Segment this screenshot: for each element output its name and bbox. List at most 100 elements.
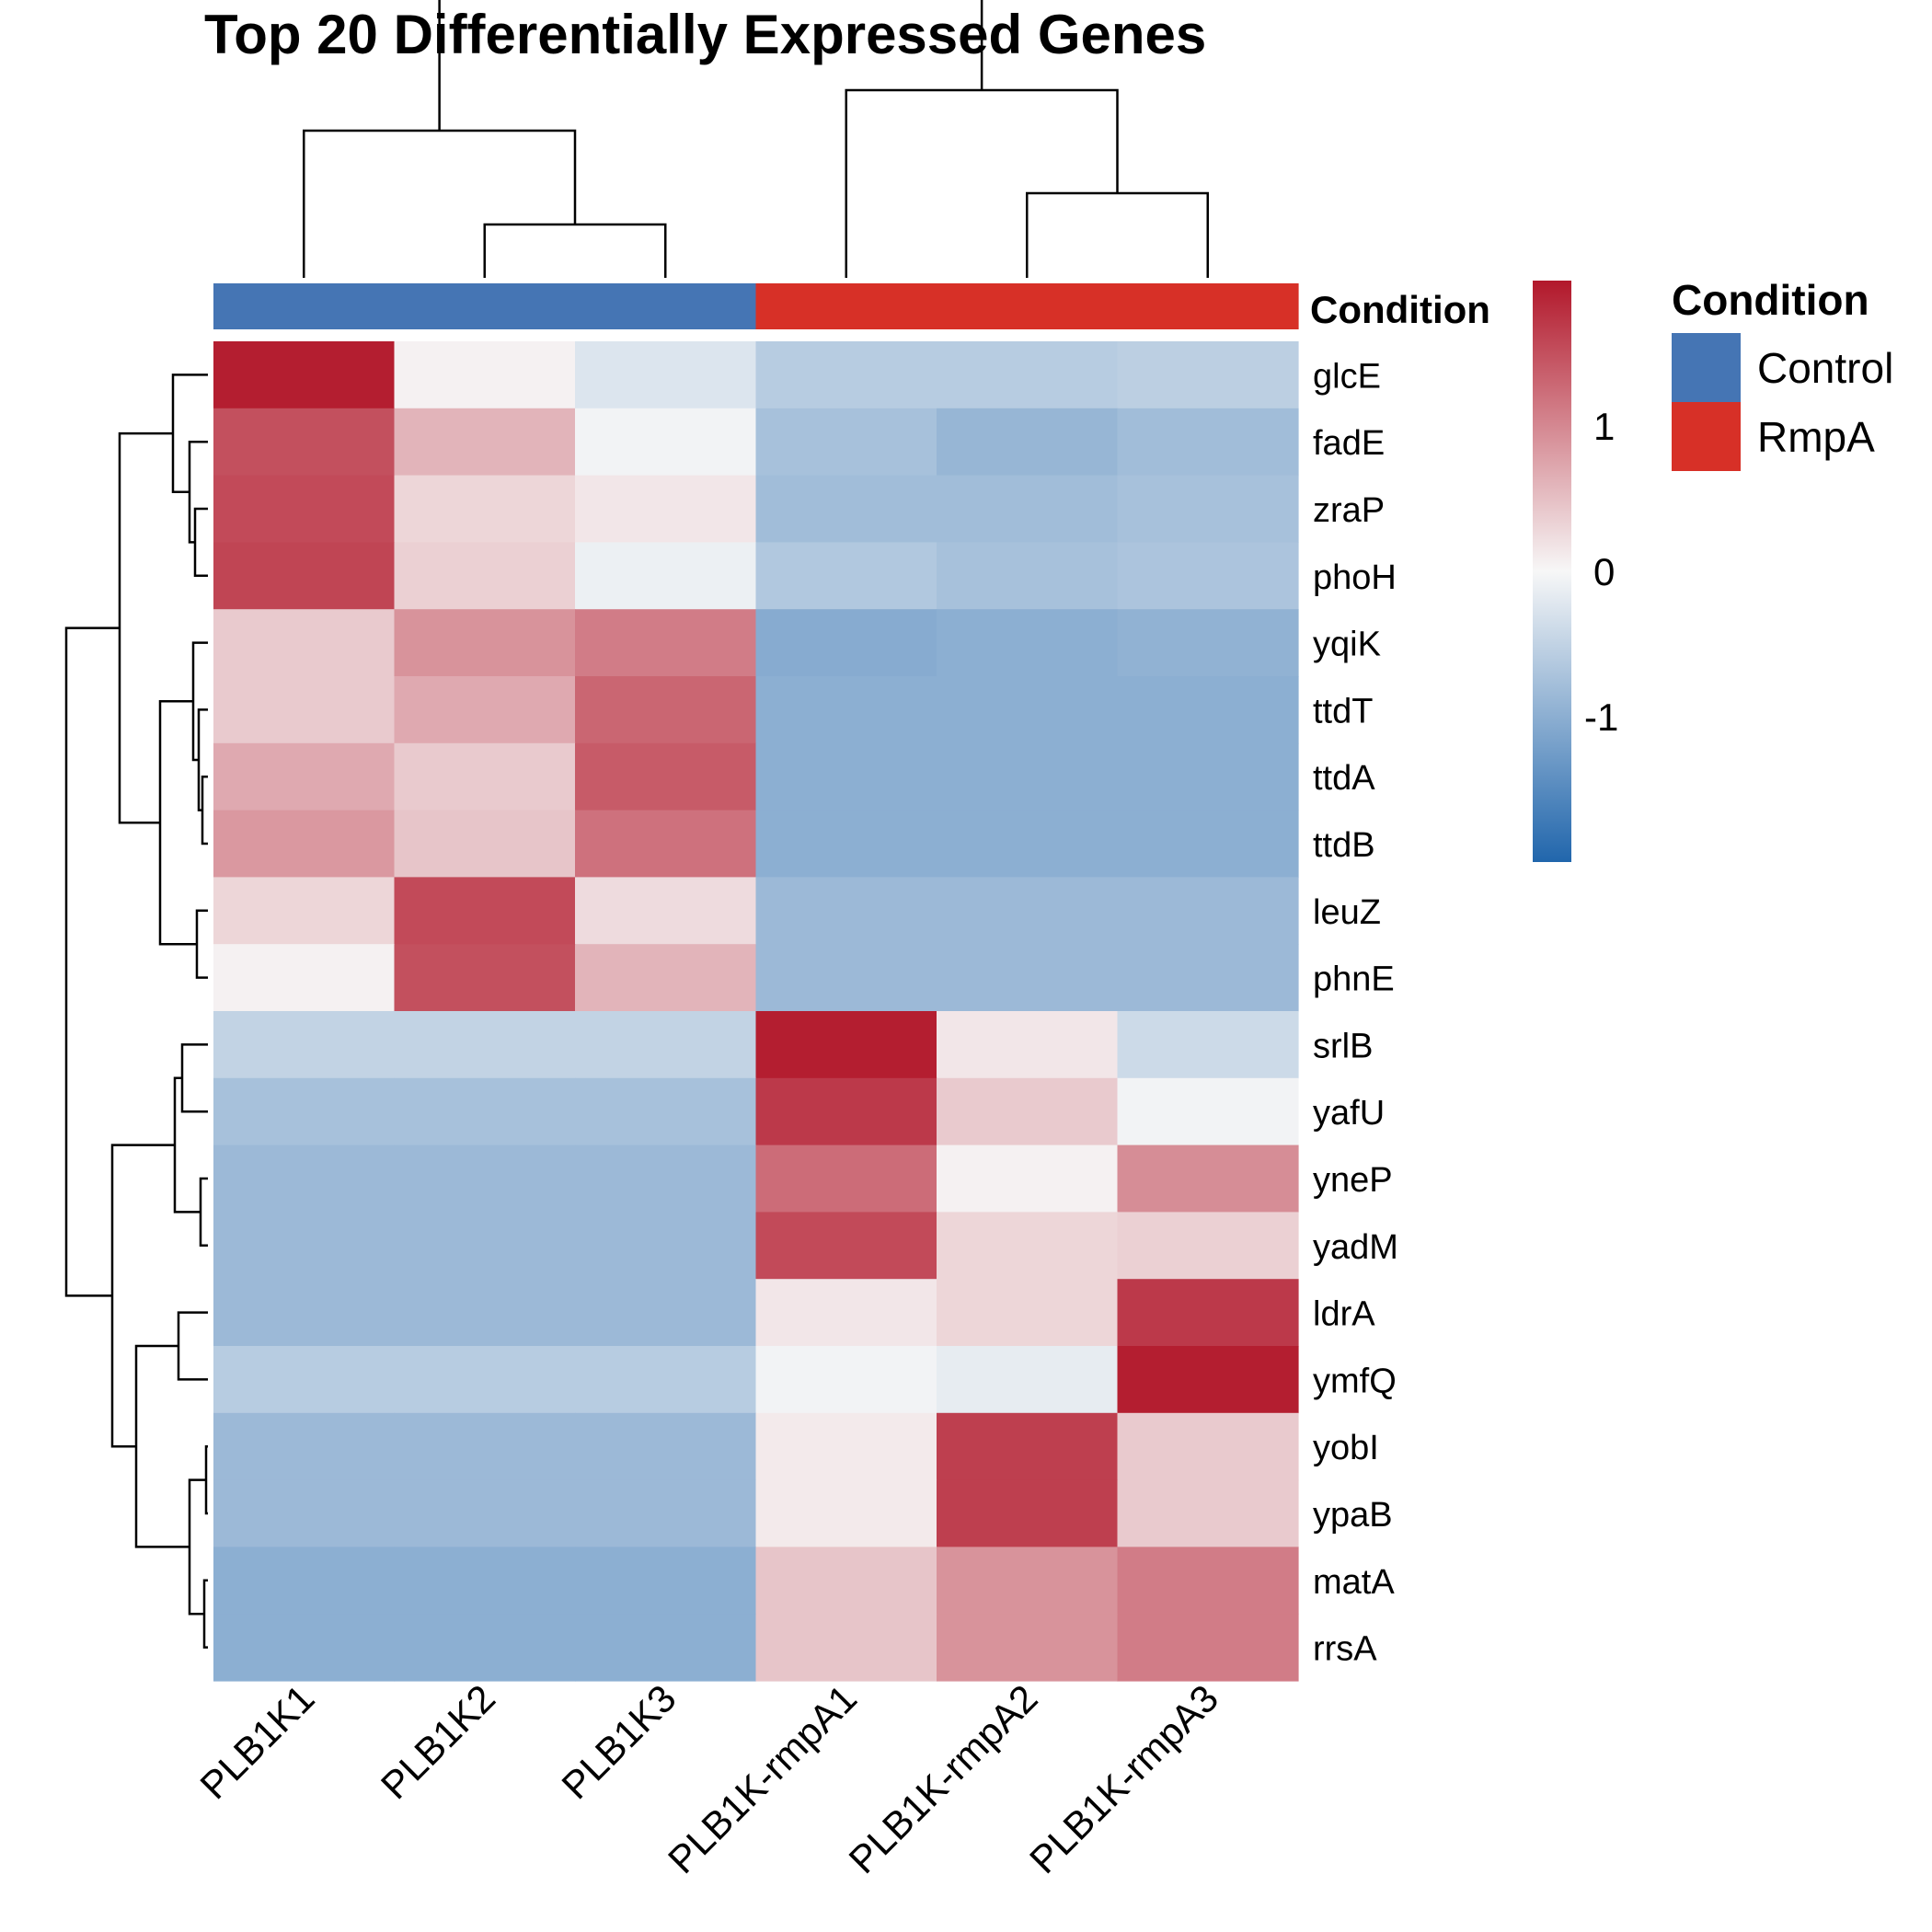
annotation-cell [755,283,937,329]
gene-label: ldrA [1313,1295,1375,1334]
annotation-cell [1117,283,1299,329]
gene-label: matA [1313,1563,1395,1602]
gene-label: yneP [1313,1161,1393,1200]
gene-label: yafU [1313,1094,1385,1133]
heatmap-cell [937,877,1119,945]
heatmap-cell [213,810,396,878]
column-dendrogram [303,0,1209,278]
heatmap-cell [213,1479,396,1547]
sample-labels: PLB1K1 PLB1K2 PLB1K3PLB1K-rmpA1PLB1K-rmpA2… [191,1676,1226,1881]
heatmap-cell [1117,1479,1299,1547]
heatmap-cell [213,1144,396,1213]
heatmap-cell [937,408,1119,477]
gene-label: yqiK [1313,626,1381,664]
heatmap-cell [575,810,757,878]
gene-label: leuZ [1313,893,1381,932]
heatmap-cell [755,609,937,677]
heatmap-cell [394,341,576,409]
heatmap-cell [937,1144,1119,1213]
heatmap-cell [575,1011,757,1079]
heatmap-cell [1117,1212,1299,1280]
heatmap-cell [213,1212,396,1280]
dendrogram-branch [64,627,120,1297]
heatmap-cell [1117,1346,1299,1414]
heatmap-cell [937,1077,1119,1146]
heatmap-cell [755,408,937,477]
heatmap-cell [575,1614,757,1682]
heatmap-cell [394,1011,576,1079]
heatmap-cell [213,877,396,945]
sample-label: PLB1K2 [373,1676,503,1807]
heatmap-cell [394,1212,576,1280]
heatmap-cell [1117,1144,1299,1213]
heatmap-cell [213,341,396,409]
heatmap-cell [1117,1412,1299,1481]
heatmap-cell [575,1212,757,1280]
heatmap-cell [394,810,576,878]
heatmap-cell [755,1279,937,1347]
heatmap-cells [213,341,1299,1682]
heatmap-cell [394,1144,576,1213]
heatmap-cell [575,1279,757,1347]
heatmap-cell [755,1547,937,1615]
gene-label: fadE [1313,424,1385,463]
heatmap-cell [575,877,757,945]
heatmap-cell [575,542,757,610]
heatmap-cell [937,1412,1119,1481]
dendrogram-branch [193,507,208,578]
dendrogram-branch [180,1043,208,1113]
heatmap-cell [394,944,576,1012]
dendrogram-branch [483,223,667,278]
heatmap-cell [213,1346,396,1414]
heatmap-cell [394,475,576,543]
heatmap-cell [755,341,937,409]
sample-label: PLB1K-rmpA2 [841,1676,1046,1881]
condition-legend: Condition Control RmpA [1672,276,1893,471]
heatmap-cell [213,408,396,477]
gene-label: rrsA [1313,1630,1377,1669]
gene-label: yobI [1313,1429,1379,1467]
heatmap-cell [394,1479,576,1547]
heatmap-cell [1117,1547,1299,1615]
heatmap-cell [394,877,576,945]
gene-label: zraP [1313,491,1385,530]
heatmap-cell [755,1412,937,1481]
heatmap-cell [213,1279,396,1347]
dendrogram-branch [1026,191,1209,278]
gene-label: yadM [1313,1228,1398,1267]
heatmap-cell [575,408,757,477]
legend-swatch [1672,333,1741,402]
gene-label: ttdB [1313,826,1375,865]
heatmap-cell [937,1346,1119,1414]
heatmap-cell [937,1279,1119,1347]
dendrogram-branch [199,1177,208,1248]
heatmap-cell [755,1077,937,1146]
heatmap-cell [575,609,757,677]
heatmap-cell [394,542,576,610]
dendrogram-branch [303,129,577,278]
heatmap-cell [755,877,937,945]
heatmap-cell [1117,877,1299,945]
annotation-cell [213,283,396,329]
gene-label: srlB [1313,1027,1373,1065]
gene-label: ttdA [1313,759,1375,798]
annotation-bar-title: Condition [1310,288,1490,331]
heatmap-cell [1117,1614,1299,1682]
heatmap-cell [1117,944,1299,1012]
heatmap-cell [1117,1279,1299,1347]
gene-label: ttdT [1313,692,1373,730]
heatmap-cell [1117,742,1299,811]
heatmap-cell [755,475,937,543]
heatmap-cell [575,1077,757,1146]
heatmap-cell [755,1346,937,1414]
dendrogram-branch [188,440,208,544]
heatmap-cell [394,408,576,477]
dendrogram-branch [158,700,197,946]
color-scale-tick-label: 0 [1593,550,1615,593]
heatmap-cell [937,1011,1119,1079]
heatmap-cell [937,1212,1119,1280]
color-scale: 1 0 -1 [1533,281,1618,862]
heatmap-cell [755,1614,937,1682]
heatmap-cell [575,1144,757,1213]
